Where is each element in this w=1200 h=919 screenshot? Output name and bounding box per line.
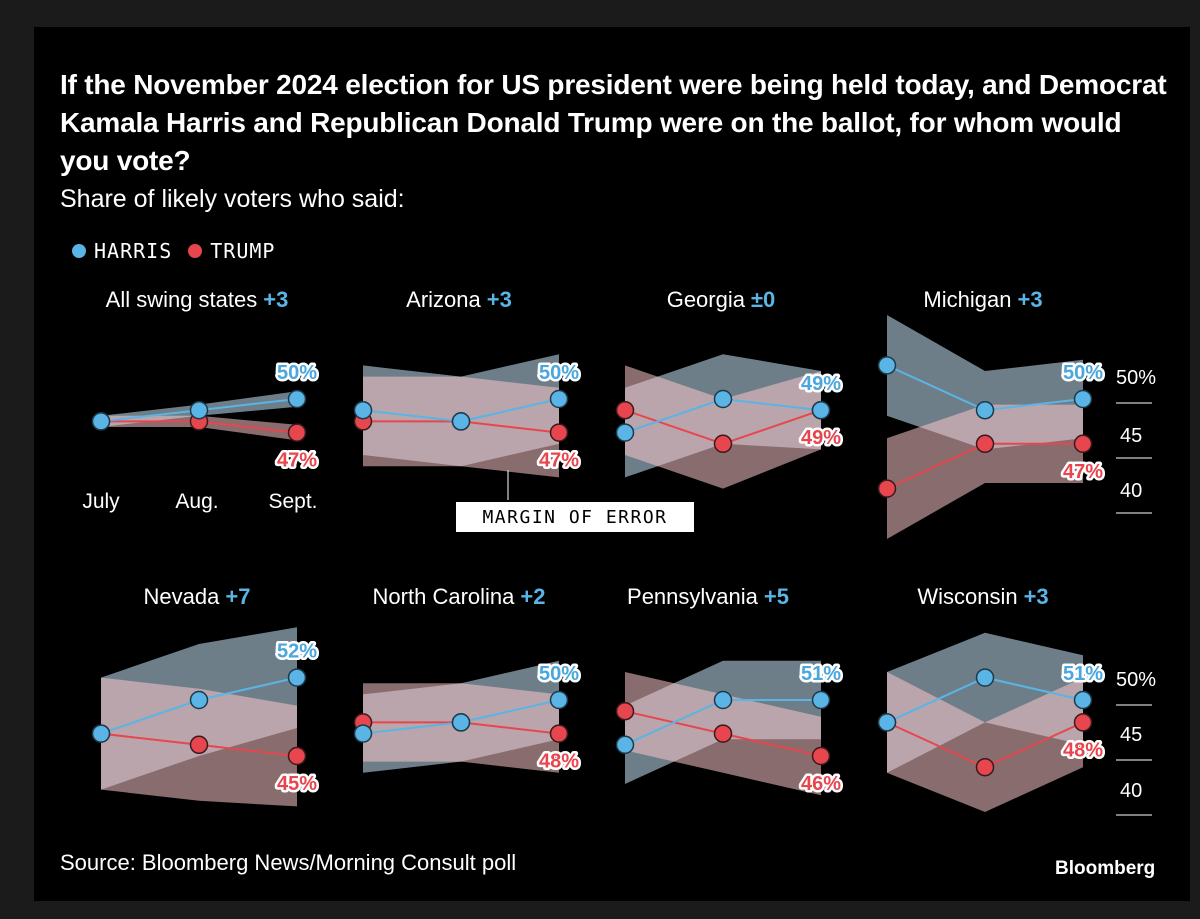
harris-point-north-carolina-sept [549,690,569,710]
panel-title-north-carolina: North Carolina +2 [372,584,546,609]
trump-point-nevada-sept [287,746,307,766]
trump-point-north-carolina-sept [549,724,569,743]
panel-title-arizona: Arizona +3 [406,287,512,312]
harris-point-georgia-aug [713,389,733,409]
trump-point-michigan-aug [975,434,995,454]
harris-point-michigan-july [877,356,897,375]
trump-point-nevada-aug [189,735,209,755]
harris-point-michigan-aug [975,400,995,420]
trump-point-pennsylvania-aug [713,724,733,743]
harris-point-georgia-sept [811,400,831,420]
trump-value-label-all-swing-states: 47% [277,450,317,472]
harris-value-label-north-carolina: 50% [539,663,579,685]
harris-point-pennsylvania-july [615,735,635,755]
trump-point-all-swing-states-sept [287,423,307,442]
y-tick-50-bottom: 50% [1116,669,1157,691]
trump-moe-band-wisconsin [887,672,1083,812]
panel-title-michigan: Michigan +3 [923,287,1043,312]
trump-point-georgia-july [615,400,635,420]
harris-point-georgia-july [615,423,635,442]
chart-subtitle: Share of likely voters who said: [60,185,405,213]
harris-point-pennsylvania-sept [811,690,831,710]
panel-title-nevada: Nevada +7 [143,584,251,609]
chart-title: If the November 2024 election for US pre… [60,69,1167,176]
harris-point-nevada-sept [287,668,307,687]
trump-point-wisconsin-sept [1073,713,1093,732]
harris-point-all-swing-states-sept [287,389,307,409]
trump-value-label-pennsylvania: 46% [801,773,841,795]
trump-point-georgia-aug [713,434,733,454]
month-label-aug: Aug. [175,490,219,513]
legend-label-trump: TRUMP [210,239,276,263]
trump-value-label-north-carolina: 48% [539,751,579,773]
legend-item-trump: TRUMP [188,239,275,263]
harris-value-label-michigan: 50% [1063,362,1103,384]
harris-point-wisconsin-sept [1073,690,1093,710]
trump-value-label-wisconsin: 48% [1063,739,1103,761]
trump-value-label-michigan: 47% [1063,461,1103,483]
harris-point-michigan-sept [1073,389,1093,409]
harris-point-wisconsin-aug [975,668,995,687]
legend-item-harris: HARRIS [72,239,172,263]
month-label-july: July [82,490,120,513]
trump-point-michigan-sept [1073,434,1093,454]
harris-point-pennsylvania-aug [713,690,733,710]
brand-logo: Bloomberg [1055,858,1156,879]
panel-title-pennsylvania: Pennsylvania +5 [627,584,789,609]
harris-value-label-wisconsin: 51% [1063,663,1103,685]
y-tick-40-bottom: 40 [1120,780,1143,802]
harris-value-label-georgia: 49% [801,373,841,395]
harris-dot-icon [72,244,86,258]
legend-label-harris: HARRIS [94,239,173,263]
harris-point-all-swing-states-aug [189,400,209,420]
harris-value-label-all-swing-states: 50% [277,362,317,384]
trump-point-pennsylvania-sept [811,746,831,766]
harris-point-north-carolina-aug [451,713,471,732]
month-label-sept: Sept. [268,490,318,513]
y-tick-50-top: 50% [1116,367,1157,389]
panel-title-wisconsin: Wisconsin +3 [917,584,1049,609]
margin-of-error-label: MARGIN OF ERROR [456,502,694,532]
panel-title-all-swing-states: All swing states +3 [105,287,289,312]
y-tick-45-bottom: 45 [1120,724,1143,746]
harris-value-label-arizona: 50% [539,362,579,384]
trump-point-wisconsin-aug [975,757,995,777]
trump-point-arizona-sept [549,423,569,442]
trump-value-label-arizona: 47% [539,450,579,472]
trump-point-michigan-july [877,479,897,498]
harris-point-nevada-aug [189,690,209,710]
source-note: Source: Bloomberg News/Morning Consult p… [60,850,517,875]
trump-value-label-nevada: 45% [277,773,317,795]
trump-point-pennsylvania-july [615,701,635,721]
trump-moe-band-georgia [625,365,821,489]
panel-title-georgia: Georgia ±0 [666,287,776,312]
y-tick-45-top: 45 [1120,425,1143,447]
harris-value-label-pennsylvania: 51% [801,663,841,685]
harris-point-arizona-sept [549,389,569,409]
legend: HARRIS TRUMP [72,238,291,264]
harris-point-arizona-aug [451,412,471,431]
trump-moe-band-michigan [887,404,1083,539]
trump-value-label-georgia: 49% [801,427,841,449]
harris-point-all-swing-states-july [91,412,111,431]
y-tick-40-top: 40 [1120,480,1143,502]
harris-point-nevada-july [91,724,111,743]
harris-point-wisconsin-july [877,713,897,732]
harris-point-north-carolina-july [353,724,373,743]
harris-point-arizona-july [353,400,373,420]
trump-dot-icon [188,244,203,258]
harris-value-label-nevada: 52% [277,641,317,663]
